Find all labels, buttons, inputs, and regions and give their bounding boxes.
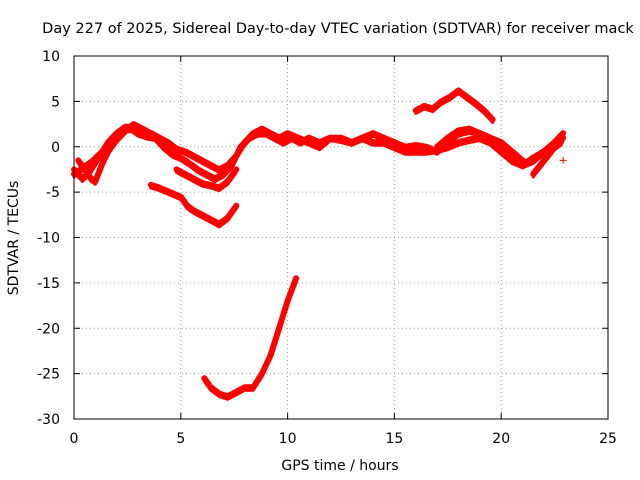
plot-area: [71, 87, 567, 401]
y-tick-label: -15: [37, 276, 60, 292]
series-band-arc-7: [414, 92, 495, 124]
y-tick-label: 5: [51, 94, 60, 110]
y-tick-label: -30: [37, 412, 60, 428]
x-tick-label: 25: [599, 431, 617, 447]
series-line-arc-3: [75, 121, 163, 185]
y-tick-label: -5: [46, 185, 60, 201]
series-line-arc-7: [412, 87, 496, 123]
y-tick-label: 10: [42, 49, 60, 65]
y-tick-label: 0: [51, 140, 60, 156]
y-axis-label: SDTVAR / TECUs: [6, 181, 22, 296]
series-line-arc-4: [173, 166, 240, 191]
grid-lines: [74, 56, 608, 419]
series-band-arc-8: [435, 130, 525, 165]
x-tick-label: 5: [176, 431, 185, 447]
y-tick-label: -10: [37, 231, 60, 247]
series-line-arc-6: [201, 275, 300, 400]
series-line-arc-8: [434, 125, 526, 164]
x-tick-label: 20: [492, 431, 510, 447]
series-band-arc-9: [531, 139, 565, 179]
x-tick-label: 10: [279, 431, 297, 447]
axes: [73, 55, 609, 420]
x-tick-label: 15: [385, 431, 403, 447]
series-band-arc-4: [175, 170, 238, 193]
y-tick-label: -25: [37, 367, 60, 383]
plus-marker: [559, 156, 567, 164]
series-line-arc-5: [147, 181, 240, 227]
series-line-arc-9: [530, 134, 567, 177]
series-band-arc-3: [76, 125, 161, 186]
y-tick-label: -20: [37, 321, 60, 337]
series-band-arc-5: [149, 186, 238, 229]
tick-labels: 0 5 10 15 20 25 -30 -25 -20 -15 -10 -5 0 5 10: [37, 49, 617, 447]
x-tick-label: 0: [70, 431, 79, 447]
chart-title: Day 227 of 2025, Sidereal Day-to-day VTE…: [42, 21, 634, 37]
series-band-arc-6: [202, 279, 298, 401]
x-axis-label: GPS time / hours: [281, 458, 398, 474]
series-band-arc-1: [72, 130, 563, 183]
